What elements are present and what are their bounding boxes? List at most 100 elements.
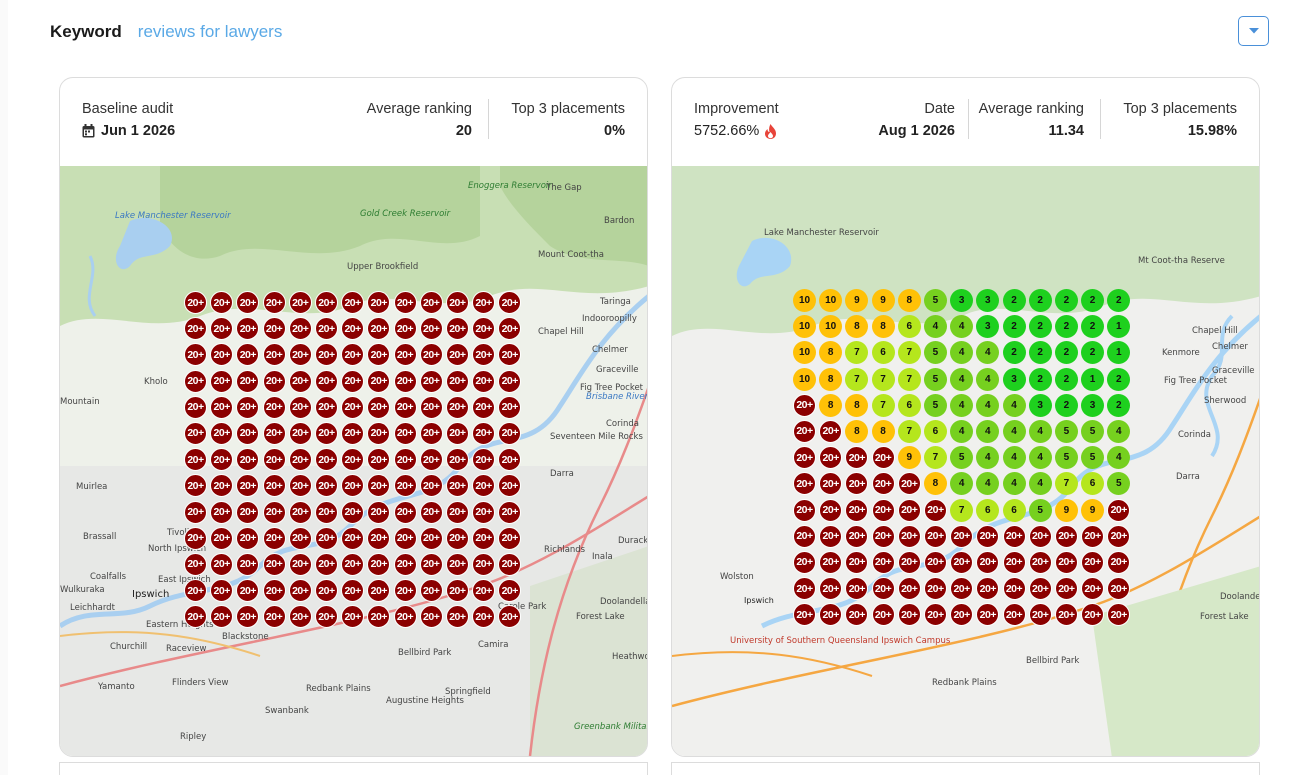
- rank-pin[interactable]: 20+: [262, 526, 286, 550]
- rank-pin[interactable]: 20+: [445, 526, 469, 550]
- rank-pin[interactable]: 8: [871, 315, 895, 339]
- rank-pin[interactable]: 20+: [288, 317, 312, 341]
- rank-pin[interactable]: 5: [923, 367, 947, 391]
- rank-pin[interactable]: 2: [1054, 393, 1078, 417]
- rank-pin[interactable]: 20+: [341, 343, 365, 367]
- rank-pin[interactable]: 20+: [262, 474, 286, 498]
- rank-pin[interactable]: 20+: [498, 474, 522, 498]
- keyword-value[interactable]: reviews for lawyers: [137, 22, 283, 41]
- rank-pin[interactable]: 20+: [262, 291, 286, 314]
- rank-pin[interactable]: 20+: [1054, 524, 1078, 548]
- rank-pin[interactable]: 20+: [793, 577, 816, 601]
- rank-pin[interactable]: 7: [845, 367, 869, 391]
- rank-pin[interactable]: 20+: [236, 579, 260, 603]
- rank-pin[interactable]: 20+: [1002, 550, 1026, 574]
- rank-pin[interactable]: 20+: [341, 448, 365, 472]
- current-map[interactable]: Lake Manchester Reservoir Mt Coot-tha Re…: [672, 166, 1259, 756]
- rank-pin[interactable]: 20+: [419, 369, 443, 393]
- rank-pin[interactable]: 20+: [236, 369, 260, 393]
- rank-pin[interactable]: 20+: [314, 605, 338, 629]
- rank-pin[interactable]: 5: [1054, 419, 1078, 443]
- rank-pin[interactable]: 3: [1081, 393, 1105, 417]
- rank-pin[interactable]: 20+: [236, 317, 260, 341]
- expand-toggle-button[interactable]: [1238, 16, 1269, 46]
- rank-pin[interactable]: 3: [1028, 393, 1052, 417]
- rank-pin[interactable]: 2: [1028, 315, 1052, 339]
- rank-pin[interactable]: 8: [923, 472, 947, 496]
- rank-pin[interactable]: 20+: [419, 421, 443, 445]
- rank-pin[interactable]: 20+: [419, 579, 443, 603]
- rank-pin[interactable]: 20+: [897, 550, 921, 574]
- rank-pin[interactable]: 20+: [314, 317, 338, 341]
- rank-pin[interactable]: 20+: [819, 419, 843, 443]
- rank-pin[interactable]: 20+: [472, 369, 496, 393]
- rank-pin[interactable]: 20+: [419, 605, 443, 629]
- rank-pin[interactable]: 20+: [445, 291, 469, 314]
- rank-pin[interactable]: 20+: [845, 524, 869, 548]
- rank-pin[interactable]: 4: [950, 367, 974, 391]
- rank-pin[interactable]: 2: [1107, 289, 1131, 312]
- rank-pin[interactable]: 8: [819, 367, 843, 391]
- rank-pin[interactable]: 20+: [341, 317, 365, 341]
- rank-pin[interactable]: 20+: [341, 579, 365, 603]
- rank-pin[interactable]: 7: [923, 446, 947, 470]
- rank-pin[interactable]: 4: [976, 446, 1000, 470]
- rank-pin[interactable]: 7: [897, 419, 921, 443]
- rank-pin[interactable]: 20+: [393, 291, 417, 314]
- rank-pin[interactable]: 20+: [1107, 550, 1131, 574]
- rank-pin[interactable]: 5: [1028, 498, 1052, 522]
- rank-pin[interactable]: 20+: [341, 395, 365, 419]
- rank-pin[interactable]: 20+: [367, 317, 391, 341]
- rank-pin[interactable]: 4: [1002, 419, 1026, 443]
- rank-pin[interactable]: 20+: [498, 552, 522, 576]
- rank-pin[interactable]: 20+: [288, 552, 312, 576]
- rank-pin[interactable]: 20+: [498, 291, 522, 314]
- rank-pin[interactable]: 20+: [184, 395, 207, 419]
- rank-pin[interactable]: 20+: [845, 550, 869, 574]
- rank-pin[interactable]: 2: [1081, 315, 1105, 339]
- rank-pin[interactable]: 8: [871, 419, 895, 443]
- rank-pin[interactable]: 20+: [236, 526, 260, 550]
- rank-pin[interactable]: 20+: [236, 552, 260, 576]
- rank-pin[interactable]: 20+: [341, 552, 365, 576]
- rank-pin[interactable]: 20+: [236, 421, 260, 445]
- rank-pin[interactable]: 20+: [845, 498, 869, 522]
- rank-pin[interactable]: 20+: [210, 317, 234, 341]
- rank-pin[interactable]: 20+: [897, 603, 921, 627]
- rank-pin[interactable]: 20+: [210, 395, 234, 419]
- rank-pin[interactable]: 20+: [819, 603, 843, 627]
- rank-pin[interactable]: 4: [976, 341, 1000, 365]
- rank-pin[interactable]: 20+: [498, 369, 522, 393]
- rank-pin[interactable]: 20+: [1054, 603, 1078, 627]
- rank-pin[interactable]: 20+: [445, 343, 469, 367]
- rank-pin[interactable]: 20+: [950, 550, 974, 574]
- rank-pin[interactable]: 20+: [288, 395, 312, 419]
- rank-pin[interactable]: 20+: [262, 500, 286, 524]
- rank-pin[interactable]: 20+: [367, 500, 391, 524]
- rank-pin[interactable]: 20+: [498, 317, 522, 341]
- rank-pin[interactable]: 20+: [498, 343, 522, 367]
- rank-pin[interactable]: 20+: [288, 448, 312, 472]
- rank-pin[interactable]: 20+: [419, 317, 443, 341]
- rank-pin[interactable]: 20+: [262, 605, 286, 629]
- rank-pin[interactable]: 20+: [393, 605, 417, 629]
- rank-pin[interactable]: 5: [1081, 419, 1105, 443]
- rank-pin[interactable]: 6: [897, 315, 921, 339]
- rank-pin[interactable]: 20+: [445, 369, 469, 393]
- rank-pin[interactable]: 20+: [445, 395, 469, 419]
- rank-pin[interactable]: 4: [1107, 446, 1131, 470]
- rank-pin[interactable]: 4: [976, 367, 1000, 391]
- rank-pin[interactable]: 20+: [793, 472, 816, 496]
- rank-pin[interactable]: 20+: [288, 474, 312, 498]
- rank-pin[interactable]: 20+: [1081, 524, 1105, 548]
- rank-pin[interactable]: 7: [897, 341, 921, 365]
- rank-pin[interactable]: 20+: [210, 291, 234, 314]
- rank-pin[interactable]: 7: [871, 393, 895, 417]
- rank-pin[interactable]: 2: [1002, 315, 1026, 339]
- rank-pin[interactable]: 20+: [1054, 550, 1078, 574]
- rank-pin[interactable]: 4: [950, 419, 974, 443]
- rank-pin[interactable]: 20+: [314, 369, 338, 393]
- rank-pin[interactable]: 20+: [236, 343, 260, 367]
- rank-pin[interactable]: 20+: [419, 395, 443, 419]
- rank-pin[interactable]: 6: [1002, 498, 1026, 522]
